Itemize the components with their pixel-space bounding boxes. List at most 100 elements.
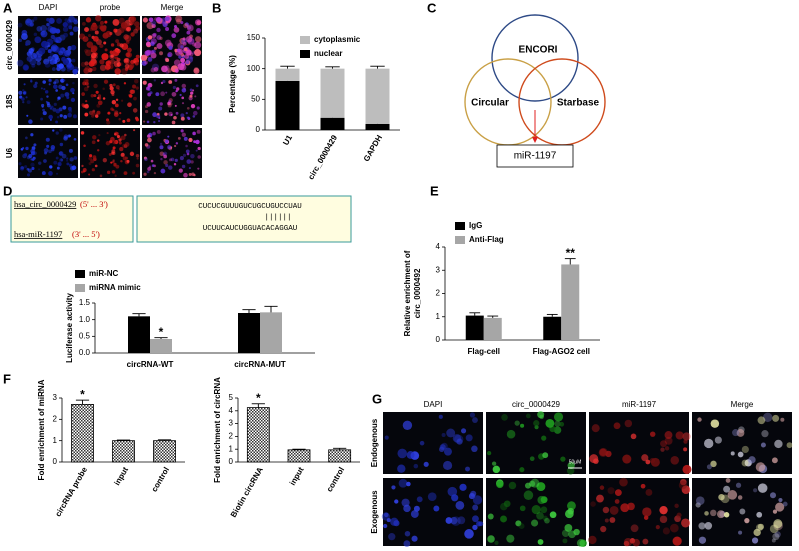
cell xyxy=(165,91,168,94)
cell xyxy=(150,38,157,45)
cell xyxy=(86,85,90,88)
cell xyxy=(718,493,725,501)
cell xyxy=(664,431,673,440)
cell xyxy=(83,144,86,148)
cell xyxy=(58,63,64,69)
cell xyxy=(195,84,199,88)
cell xyxy=(124,34,132,42)
cell xyxy=(189,56,194,60)
cell xyxy=(623,540,630,547)
cell xyxy=(183,136,188,141)
cell xyxy=(649,457,656,464)
cell xyxy=(84,27,89,33)
cell xyxy=(135,54,140,59)
cell xyxy=(536,482,546,492)
cell xyxy=(682,432,691,441)
cell xyxy=(180,129,184,133)
cell xyxy=(167,53,171,58)
cell xyxy=(194,49,202,57)
cell xyxy=(91,66,97,72)
cell xyxy=(623,537,633,547)
cell xyxy=(710,509,717,517)
bar xyxy=(238,313,260,353)
cell xyxy=(88,156,93,161)
sequence-bottom: UCUUCAUCUGGUACACAGGAU xyxy=(203,225,298,233)
cell xyxy=(135,117,140,122)
cell xyxy=(194,41,202,49)
cell xyxy=(167,145,172,150)
cell xyxy=(115,164,120,169)
cell xyxy=(156,43,163,50)
cell xyxy=(92,155,97,160)
cell xyxy=(41,40,49,48)
cell xyxy=(26,167,30,171)
cell xyxy=(672,536,682,546)
error-bar xyxy=(75,399,90,405)
cell xyxy=(181,87,187,93)
cell xyxy=(146,170,150,174)
cell xyxy=(772,533,780,541)
cell xyxy=(192,89,195,92)
cell xyxy=(185,36,193,43)
cell xyxy=(53,36,59,42)
cell xyxy=(90,52,97,59)
cell xyxy=(769,524,779,534)
cell xyxy=(674,503,679,509)
cell xyxy=(114,132,117,136)
cell xyxy=(599,485,605,490)
cell xyxy=(185,60,190,65)
cell xyxy=(142,17,148,23)
cell xyxy=(500,502,508,511)
cell xyxy=(33,32,38,37)
cell xyxy=(52,107,57,112)
cell xyxy=(500,515,507,523)
cell xyxy=(134,78,139,84)
cell xyxy=(553,426,562,434)
cell xyxy=(121,68,128,75)
cell xyxy=(670,523,679,533)
y-tick-label: 2 xyxy=(53,414,58,423)
cell xyxy=(112,108,115,112)
cell xyxy=(156,129,161,134)
cell xyxy=(102,32,109,39)
cell xyxy=(168,45,173,50)
cell xyxy=(38,168,41,171)
cell xyxy=(642,538,649,545)
bar xyxy=(128,316,150,353)
cell xyxy=(680,478,687,486)
cell xyxy=(716,510,725,519)
cell xyxy=(153,120,156,124)
cell xyxy=(194,19,202,26)
cell xyxy=(681,518,691,528)
cell xyxy=(133,96,137,101)
cell xyxy=(130,59,135,65)
cell xyxy=(190,160,194,164)
cell xyxy=(122,143,127,149)
cell xyxy=(72,26,79,32)
cell xyxy=(133,28,139,34)
cell xyxy=(406,481,411,487)
cell xyxy=(180,53,185,57)
cell xyxy=(681,485,691,494)
cell xyxy=(62,58,70,66)
cell xyxy=(604,518,609,523)
cell xyxy=(737,495,743,500)
cell xyxy=(536,511,544,520)
cell xyxy=(177,136,181,140)
cell xyxy=(64,92,70,97)
cell xyxy=(175,15,183,23)
cell xyxy=(127,102,132,108)
cell xyxy=(99,174,103,178)
cell xyxy=(95,90,99,94)
sequence-box xyxy=(136,195,352,243)
cell xyxy=(130,32,135,37)
cell xyxy=(737,451,744,458)
cell xyxy=(113,28,118,33)
cell xyxy=(64,18,69,23)
cell xyxy=(152,32,157,37)
cell xyxy=(112,139,117,145)
cell xyxy=(125,40,130,44)
cell xyxy=(192,131,196,136)
cell xyxy=(120,22,128,29)
significance-label: * xyxy=(256,391,261,405)
